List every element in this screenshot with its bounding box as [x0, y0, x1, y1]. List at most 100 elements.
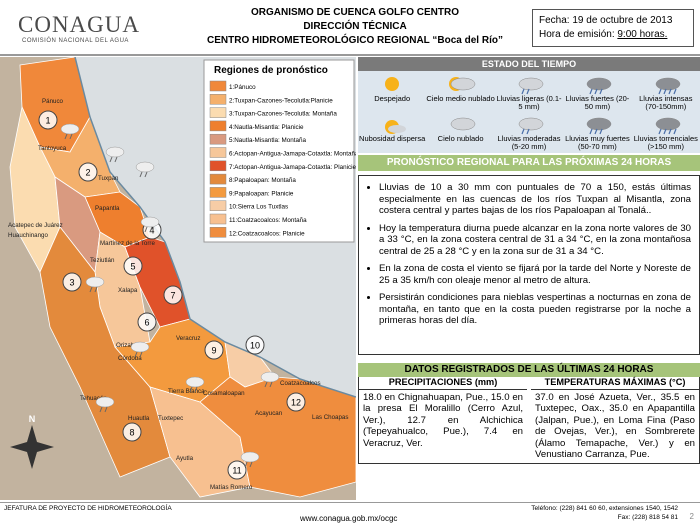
- rain: [189, 386, 193, 393]
- rain: [134, 351, 138, 358]
- region-marker: [137, 312, 157, 332]
- weather-item: Lluvias muy fuertes (50-70 mm): [563, 113, 631, 153]
- weather-label: Nubosidad dispersa: [359, 134, 426, 143]
- rain: [668, 128, 672, 135]
- rain: [658, 88, 662, 95]
- legend-label: 9:Papaloapan: Planicie: [229, 190, 294, 197]
- weather-item: Despejado: [358, 73, 426, 113]
- cloud: [240, 451, 260, 463]
- compass-label: N: [29, 414, 36, 424]
- rain: [521, 88, 525, 95]
- legend-label: 3:Tuxpan-Cazones-Tecolutla: Montaña: [229, 111, 337, 118]
- weather-title: ESTADO DEL TIEMPO: [358, 57, 700, 71]
- rain: [526, 88, 530, 95]
- legend-swatch: [209, 160, 227, 172]
- region-marker: [123, 256, 143, 276]
- cloud: [388, 125, 407, 133]
- rain: [589, 88, 593, 95]
- weather-icon: [385, 77, 400, 91]
- divider: [0, 54, 700, 56]
- weather-legend: Despejado Cielo medio nublado Lluvias lige…: [358, 71, 700, 153]
- weather-item: Lluvias ligeras (0.1-5 mm): [495, 73, 563, 113]
- cloud: [140, 216, 160, 228]
- map-weather-icon: [135, 161, 155, 178]
- weather-icon: [587, 77, 612, 95]
- cloud: [587, 77, 612, 91]
- rain: [249, 461, 253, 468]
- rain: [104, 406, 108, 413]
- legend-label: 1:Pánuco: [229, 84, 256, 91]
- map-weather-icon: [95, 396, 115, 413]
- legend-label: 7:Actopan-Antigua-Jamapa-Cotaxtla: Plani…: [229, 164, 356, 171]
- region-marker: [245, 335, 265, 355]
- legend-swatch: [209, 80, 227, 92]
- legend-swatch: [209, 94, 227, 105]
- place-label: Cosamaloapan: [203, 390, 245, 397]
- footer-fax: Fax: (228) 818 54 81: [617, 514, 678, 521]
- compass: N: [10, 414, 54, 469]
- logo-subtitle: COMISIÓN NACIONAL DEL AGUA: [22, 38, 129, 44]
- records-table: PRECIPITACIONES (mm) 18.0 en Chignahuapan…: [358, 377, 700, 464]
- place-label: Pánuco: [42, 98, 64, 105]
- place-label: Tuxtepec: [158, 415, 183, 422]
- legend-label: 12:Coatzacoalcos: Planicie: [229, 230, 305, 237]
- weather-label: Lluvias moderadas (5-20 mm): [497, 134, 561, 151]
- region-number: 9: [211, 346, 216, 356]
- precip-text: 18.0 en Chignahuapan, Pue., 15.0 en la p…: [363, 391, 523, 449]
- issue-time-label: Hora de emisión:: [539, 29, 615, 40]
- issue-time: 9:00 horas.: [617, 29, 668, 40]
- temp-col: TEMPERATURAS MÁXIMAS (°C) 37.0 en José Az…: [531, 377, 699, 463]
- rain: [139, 351, 143, 358]
- weather-item: Cielo nublado: [426, 113, 494, 153]
- place-label: Coatzacoalcos: [280, 380, 321, 387]
- rain: [109, 156, 113, 163]
- sun: [385, 77, 400, 91]
- weather-icon: [655, 117, 681, 135]
- forecast-bullet: Persistirán condiciones para nieblas ves…: [379, 292, 691, 327]
- rain: [663, 128, 667, 135]
- region-marker: [204, 340, 224, 360]
- footer-url: www.conagua.gob.mx/ocgc: [300, 514, 398, 523]
- title-line: DIRECCIÓN TÉCNICA: [303, 21, 407, 32]
- legend-swatch: [209, 213, 227, 225]
- legend-label: 5:Nautla-Misantla: Montaña: [229, 137, 306, 144]
- place-label: Ayutla: [176, 455, 194, 462]
- rain: [521, 128, 525, 135]
- weather-icon: [385, 120, 407, 134]
- cloud: [60, 123, 80, 135]
- weather-item: Cielo medio nublado: [426, 73, 495, 113]
- cloud: [135, 161, 155, 173]
- place-label: Huauchinango: [8, 232, 48, 239]
- rain: [264, 381, 268, 388]
- title-line: ORGANISMO DE CUENCA GOLFO CENTRO: [251, 7, 459, 18]
- records-title: DATOS REGISTRADOS DE LAS ÚLTIMAS 24 HORA…: [358, 363, 700, 377]
- compass-rose: [10, 425, 54, 469]
- region-marker: [62, 272, 82, 292]
- weather-item: Lluvias torrenciales (>150 mm): [632, 113, 700, 153]
- legend-label: 6:Actopan-Antigua-Jamapa-Cotaxtla: Monta…: [229, 151, 356, 158]
- weather-label: Cielo medio nublado: [426, 94, 495, 103]
- rain: [149, 226, 153, 233]
- region-marker: [286, 392, 306, 412]
- legend-swatch: [209, 133, 227, 145]
- weather-item: Nubosidad dispersa: [358, 113, 426, 153]
- cloud: [450, 77, 475, 91]
- date: Fecha: 19 de octubre de 2013: [539, 15, 673, 26]
- cloud: [655, 77, 681, 91]
- rain: [658, 128, 662, 135]
- weather-label: Lluvias intensas (70-150mm): [639, 94, 693, 111]
- weather-item: Lluvias fuertes (20-50 mm): [563, 73, 631, 113]
- region-number: 10: [250, 341, 260, 351]
- legend-label: 8:Papaloapan: Montaña: [229, 177, 296, 184]
- rain: [114, 156, 118, 163]
- weather-icon: [587, 117, 612, 135]
- footer-left: JEFATURA DE PROYECTO DE HIDROMETEOROLOGÍ…: [4, 505, 172, 512]
- rain: [668, 88, 672, 95]
- title-block: ORGANISMO DE CUENCA GOLFO CENTRO DIRECCI…: [190, 6, 520, 48]
- place-label: Teziutlán: [90, 257, 115, 264]
- forecast-bullet: En la zona de costa el viento se fijará …: [379, 263, 691, 286]
- cloud: [518, 77, 544, 91]
- rain: [594, 88, 598, 95]
- region-number: 6: [144, 318, 149, 328]
- weather-icon: [518, 117, 544, 135]
